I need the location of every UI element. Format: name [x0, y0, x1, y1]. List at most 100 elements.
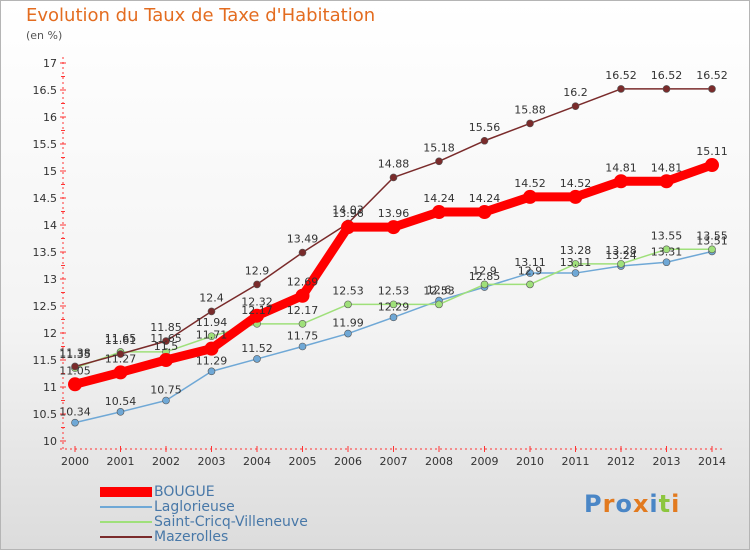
x-tick-label: 2008 — [425, 455, 453, 468]
data-point-mazerolles — [207, 307, 216, 316]
data-label-bougue: 14.81 — [651, 161, 683, 174]
data-label-laglorieuse: 10.34 — [59, 406, 91, 419]
data-point-laglorieuse — [207, 367, 216, 376]
data-point-laglorieuse — [571, 269, 580, 277]
data-point-bougue — [68, 377, 82, 392]
data-point-mazerolles — [480, 136, 489, 145]
data-point-bougue — [568, 189, 583, 204]
data-point-laglorieuse — [389, 313, 398, 322]
data-label-mazerolles: 16.52 — [696, 69, 728, 82]
data-point-laglorieuse — [162, 396, 170, 405]
data-point-saint-cricq-villeneuve — [708, 245, 716, 254]
data-label-mazerolles: 13.49 — [287, 233, 319, 246]
data-label-bougue: 12.69 — [287, 276, 319, 289]
logo-letter: i — [671, 490, 681, 518]
data-label-laglorieuse: 13.31 — [651, 245, 683, 258]
data-point-mazerolles — [162, 337, 170, 345]
data-point-saint-cricq-villeneuve — [298, 320, 307, 328]
data-label-bougue: 14.81 — [605, 161, 637, 174]
y-tick-label: 13 — [43, 273, 57, 286]
data-label-laglorieuse: 13.51 — [696, 234, 728, 247]
data-point-mazerolles — [298, 248, 307, 257]
legend-item-mazerolles: Mazerolles — [100, 528, 308, 545]
legend-item-laglorieuse: Laglorieuse — [100, 499, 308, 515]
data-point-bougue — [250, 308, 264, 323]
data-point-saint-cricq-villeneuve — [571, 260, 580, 268]
data-label-saint-cricq-villeneuve: 13.55 — [651, 229, 683, 242]
legend-label-saint-cricq-villeneuve: Saint-Cricq-Villeneuve — [154, 513, 308, 530]
data-label-bougue: 15.11 — [696, 145, 728, 158]
data-label-bougue: 14.24 — [423, 192, 455, 205]
legend-label-bougue: BOUGUE — [154, 483, 215, 500]
legend-swatch-mazerolles — [100, 535, 152, 538]
x-tick-label: 2009 — [471, 455, 499, 468]
data-label-mazerolles: 12.9 — [245, 264, 270, 277]
data-point-mazerolles — [71, 362, 79, 371]
data-point-mazerolles — [253, 280, 261, 289]
data-label-bougue: 14.52 — [514, 177, 546, 190]
chart-title: Evolution du Taux de Taxe d'Habitation — [26, 5, 376, 26]
data-label-saint-cricq-villeneuve: 13.28 — [605, 244, 637, 257]
logo-letter: P — [584, 490, 603, 518]
x-tick-label: 2011 — [562, 455, 590, 468]
y-tick-label: 16 — [43, 111, 57, 124]
legend-label-mazerolles: Mazerolles — [154, 528, 229, 545]
y-tick-label: 15.5 — [33, 138, 58, 151]
data-label-laglorieuse: 12.85 — [469, 270, 501, 283]
data-label-bougue: 14.52 — [560, 177, 592, 190]
x-tick-label: 2001 — [107, 455, 135, 468]
legend-swatch-saint-cricq-villeneuve — [100, 520, 152, 523]
data-label-laglorieuse: 13.24 — [605, 249, 637, 262]
data-label-saint-cricq-villeneuve: 11.94 — [196, 316, 228, 329]
x-tick-label: 2014 — [698, 455, 726, 468]
data-label-saint-cricq-villeneuve: 13.28 — [560, 244, 592, 257]
x-tick-label: 2004 — [243, 455, 271, 468]
data-point-bougue — [386, 220, 401, 235]
data-point-bougue — [159, 353, 173, 367]
data-point-saint-cricq-villeneuve — [344, 300, 352, 309]
data-label-saint-cricq-villeneuve: 12.53 — [378, 284, 410, 297]
data-label-mazerolles: 11.38 — [59, 346, 91, 359]
proxiti-logo: Proxiti — [584, 490, 680, 518]
data-point-laglorieuse — [253, 355, 261, 363]
data-label-saint-cricq-villeneuve: 12.53 — [423, 284, 455, 297]
data-point-bougue — [204, 341, 219, 356]
data-point-bougue — [432, 205, 446, 220]
data-point-mazerolles — [116, 350, 125, 358]
data-label-laglorieuse: 10.54 — [105, 395, 137, 408]
y-tick-label: 16.5 — [33, 84, 58, 97]
y-tick-label: 14 — [43, 219, 57, 232]
data-label-mazerolles: 16.2 — [563, 86, 588, 99]
logo-letter: i — [649, 490, 659, 518]
data-label-mazerolles: 15.18 — [423, 141, 455, 154]
data-label-mazerolles: 16.52 — [605, 69, 637, 82]
x-tick-label: 2005 — [289, 455, 317, 468]
data-point-mazerolles — [617, 85, 625, 93]
data-point-saint-cricq-villeneuve — [526, 280, 534, 289]
data-label-saint-cricq-villeneuve: 12.9 — [518, 264, 543, 277]
data-point-bougue — [341, 220, 355, 235]
data-label-bougue: 11.05 — [59, 364, 91, 377]
data-label-laglorieuse: 11.29 — [196, 354, 228, 367]
data-point-mazerolles — [435, 157, 443, 166]
legend-item-bougue: BOUGUE — [100, 483, 308, 500]
data-point-mazerolles — [526, 119, 534, 128]
data-label-saint-cricq-villeneuve: 11.65 — [105, 332, 137, 345]
y-tick-label: 17 — [43, 57, 57, 70]
y-tick-label: 10 — [43, 435, 57, 448]
data-point-saint-cricq-villeneuve — [389, 300, 398, 309]
data-label-saint-cricq-villeneuve: 11.35 — [59, 348, 91, 361]
data-point-bougue — [705, 158, 719, 173]
data-label-saint-cricq-villeneuve: 12.17 — [241, 304, 273, 317]
x-tick-label: 2012 — [607, 455, 635, 468]
data-point-laglorieuse — [298, 342, 307, 351]
y-tick-label: 12 — [43, 327, 57, 340]
data-label-saint-cricq-villeneuve: 13.55 — [696, 229, 728, 242]
data-label-bougue: 11.5 — [154, 340, 179, 353]
legend-swatch-laglorieuse — [100, 505, 152, 508]
data-label-saint-cricq-villeneuve: 12.53 — [332, 284, 364, 297]
data-point-bougue — [659, 174, 674, 189]
y-tick-label: 15 — [43, 165, 57, 178]
data-label-laglorieuse: 11.52 — [241, 342, 273, 355]
data-point-laglorieuse — [71, 418, 79, 427]
